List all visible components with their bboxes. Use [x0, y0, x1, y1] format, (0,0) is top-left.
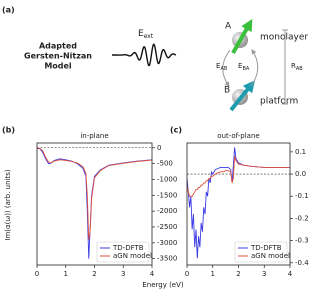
eba-label: EBA	[238, 62, 250, 72]
rab-label: RAB	[291, 62, 303, 72]
rab-main: R	[291, 62, 296, 70]
eab-sub: AB	[220, 66, 227, 72]
legend-box	[96, 241, 150, 263]
y-tick-label: -2500	[157, 223, 177, 231]
x-tick-label: 1	[64, 270, 68, 278]
eba-main: E	[238, 62, 242, 70]
y-tick-label: -0.4	[295, 259, 309, 267]
y-tick-label: -3500	[157, 255, 177, 263]
panel-label: (b)	[2, 126, 15, 135]
y-tick-label: -0.2	[295, 214, 309, 222]
wave-pulse	[112, 43, 177, 67]
plot-frame	[186, 142, 291, 266]
spin-arrow-a	[231, 18, 253, 54]
x-tick-label: 0	[35, 270, 39, 278]
legend-label: aGN model	[251, 252, 290, 260]
y-tick-label: -1000	[157, 175, 177, 183]
eab-label: EAB	[216, 62, 228, 72]
legend-label: TD-DFTB	[250, 244, 282, 252]
model-label: Model	[44, 62, 72, 71]
y-tick-label: -0.3	[295, 237, 309, 245]
y-tick-label: 0.1	[295, 148, 306, 156]
y-tick-label: 0.0	[295, 170, 306, 178]
eab-main: E	[216, 62, 220, 70]
plot-frame	[36, 142, 153, 266]
y-tick-label: -0.1	[295, 192, 309, 200]
rab-sub: AB	[296, 66, 303, 72]
panel-label: (a)	[2, 6, 15, 15]
y-tick-label: -3000	[157, 239, 177, 247]
x-tick-label: 2	[236, 270, 240, 278]
y-tick-label: -1500	[157, 191, 177, 199]
legend-label: aGN model	[113, 252, 152, 260]
field-label: Eext	[138, 29, 154, 40]
y-tick-label: -2000	[157, 207, 177, 215]
field-main: E	[138, 29, 144, 39]
x-axis-label: Energy (eV)	[142, 281, 184, 289]
node-label: B	[224, 86, 230, 96]
y-axis-label: Im(α(ω)) (arb. units)	[4, 169, 12, 241]
model-label: Adapted	[39, 42, 77, 51]
spin-arrow-b	[229, 80, 256, 112]
x-tick-label: 1	[211, 270, 215, 278]
platform-label: platform	[260, 97, 298, 107]
data-line	[36, 147, 153, 240]
x-tick-label: 3	[262, 270, 266, 278]
coupling-arrow	[222, 49, 231, 87]
distance-bracket	[282, 29, 288, 105]
monolayer-label: monolayer	[260, 33, 308, 43]
chart-title: out-of-plane	[217, 132, 259, 140]
coupling-arrow	[250, 49, 259, 87]
x-tick-label: 3	[121, 270, 125, 278]
legend-label: TD-DFTB	[112, 244, 144, 252]
x-tick-label: 2	[92, 270, 96, 278]
eba-sub: BA	[242, 66, 249, 72]
x-tick-label: 4	[150, 270, 155, 278]
x-tick-label: 4	[288, 270, 293, 278]
panel-label: (c)	[170, 126, 182, 135]
node-label: A	[225, 22, 232, 32]
data-line	[36, 147, 153, 259]
model-label: Gersten-Nitzan	[24, 52, 92, 61]
data-line	[186, 156, 290, 197]
chart-title: in-plane	[80, 132, 108, 140]
field-sub: ext	[144, 33, 154, 40]
legend-box	[234, 241, 288, 263]
y-tick-label: -500	[157, 160, 173, 168]
x-tick-label: 0	[185, 270, 189, 278]
y-tick-label: 0	[157, 144, 161, 152]
